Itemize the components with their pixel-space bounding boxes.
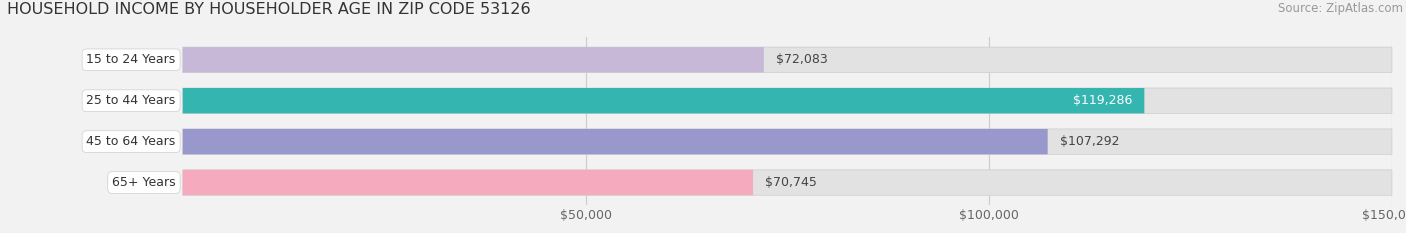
- FancyBboxPatch shape: [183, 47, 763, 72]
- Text: Source: ZipAtlas.com: Source: ZipAtlas.com: [1278, 2, 1403, 15]
- Text: 15 to 24 Years: 15 to 24 Years: [87, 53, 176, 66]
- Text: 45 to 64 Years: 45 to 64 Years: [87, 135, 176, 148]
- FancyBboxPatch shape: [183, 170, 754, 195]
- FancyBboxPatch shape: [183, 88, 1392, 113]
- FancyBboxPatch shape: [183, 47, 1392, 72]
- FancyBboxPatch shape: [183, 170, 1392, 195]
- FancyBboxPatch shape: [183, 129, 1392, 154]
- Text: HOUSEHOLD INCOME BY HOUSEHOLDER AGE IN ZIP CODE 53126: HOUSEHOLD INCOME BY HOUSEHOLDER AGE IN Z…: [7, 2, 530, 17]
- Text: 25 to 44 Years: 25 to 44 Years: [87, 94, 176, 107]
- Text: $119,286: $119,286: [1073, 94, 1132, 107]
- FancyBboxPatch shape: [183, 88, 1144, 113]
- Text: $107,292: $107,292: [1060, 135, 1119, 148]
- Text: $72,083: $72,083: [776, 53, 828, 66]
- Text: 65+ Years: 65+ Years: [112, 176, 176, 189]
- Text: $70,745: $70,745: [765, 176, 817, 189]
- FancyBboxPatch shape: [183, 129, 1047, 154]
